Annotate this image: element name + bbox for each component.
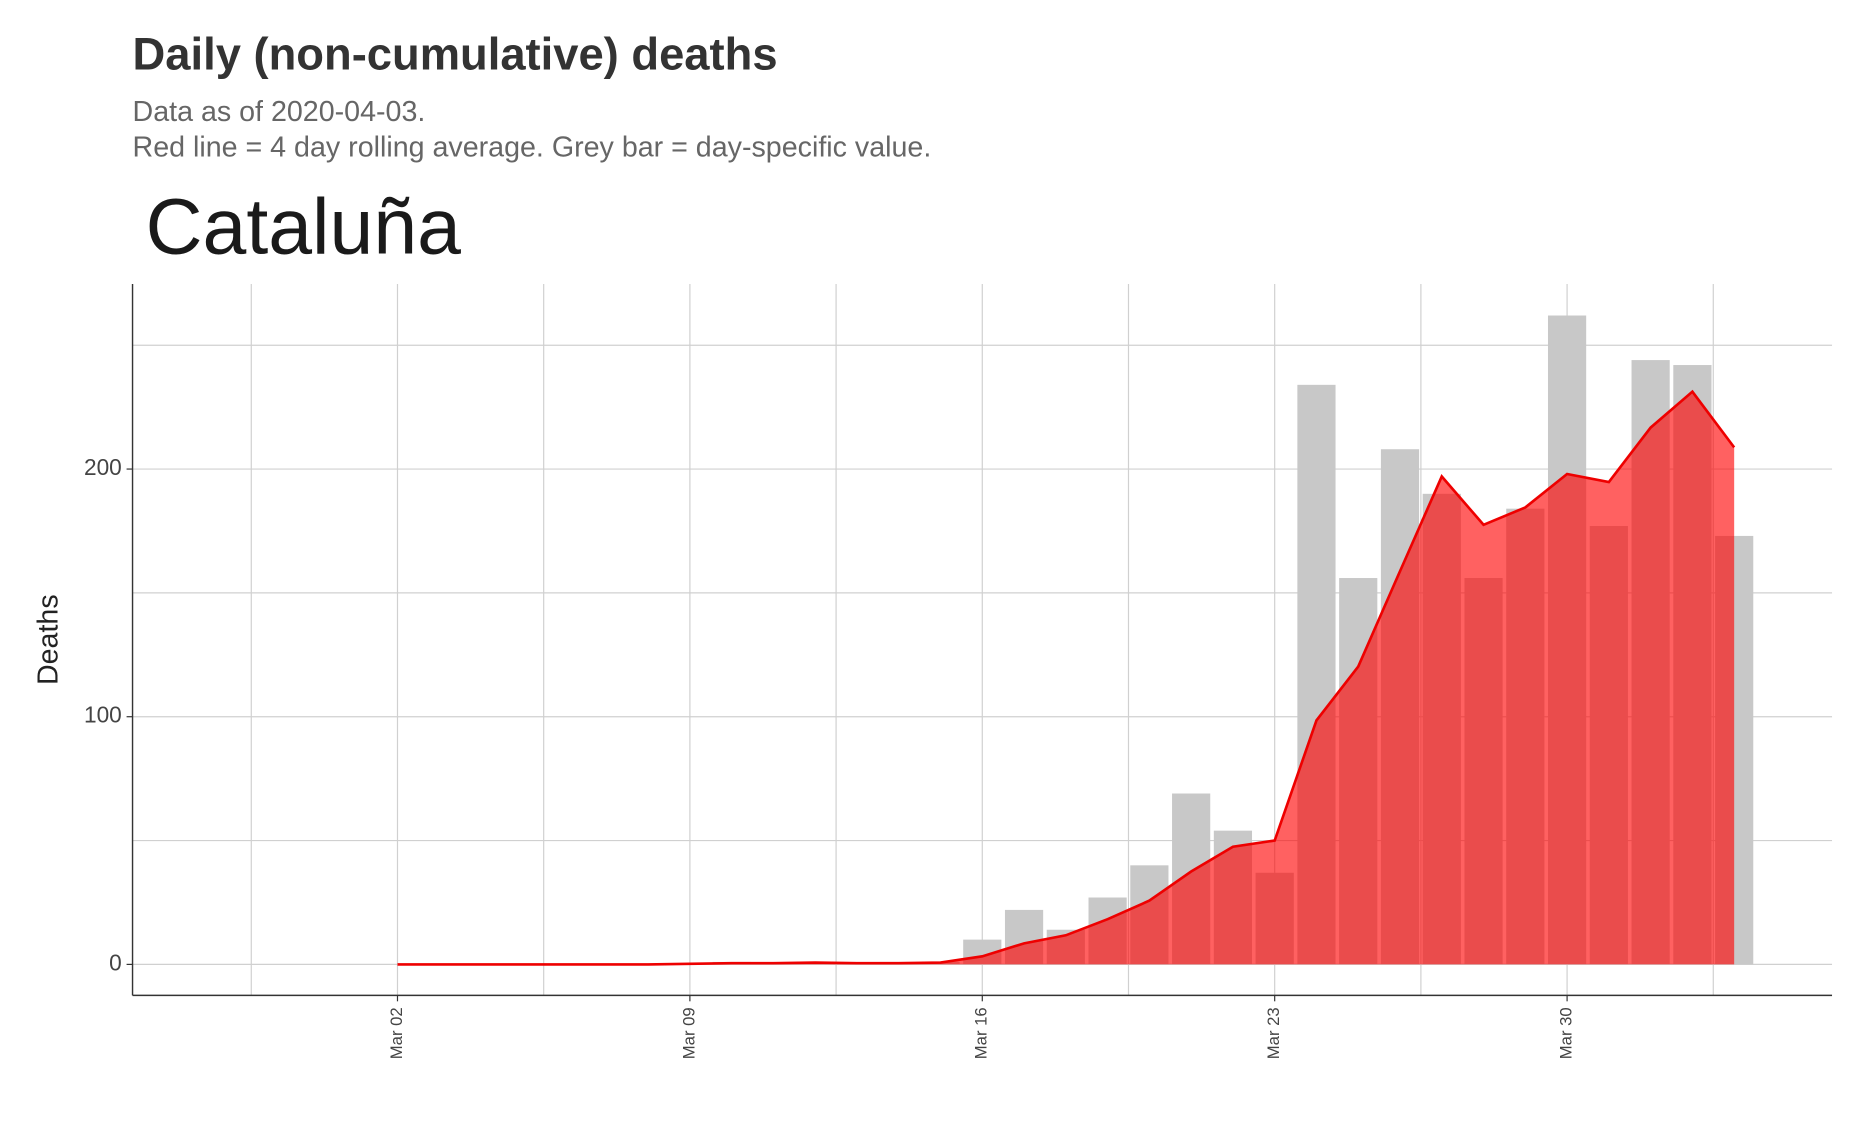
x-tick-label: Mar 16 [972, 1007, 991, 1059]
line [397, 389, 1736, 966]
y-tick-label: 200 [84, 454, 122, 480]
x-tick-label: Mar 02 [387, 1007, 406, 1059]
y-tick-label: 100 [84, 702, 122, 728]
chart-title: Daily (non-cumulative) deaths [133, 28, 778, 79]
subtitle: Red line = 4 day rolling average. Grey b… [133, 132, 932, 164]
x-tick-label: Mar 30 [1556, 1007, 1575, 1059]
y-tick-label: 0 [109, 949, 122, 975]
y-axis-label: Deaths [33, 594, 65, 685]
x-tick-label: Mar 23 [1264, 1007, 1283, 1059]
x-tick-label: Mar 09 [679, 1007, 698, 1059]
panel-title: Cataluña [146, 183, 461, 271]
subtitle: Data as of 2020-04-03. [133, 96, 426, 128]
area [397, 391, 1735, 965]
